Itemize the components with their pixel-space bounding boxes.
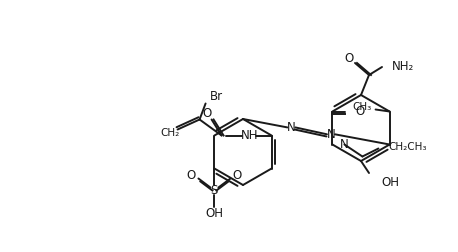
Text: CH₂: CH₂ <box>160 129 179 139</box>
Text: N: N <box>327 128 335 141</box>
Text: CH₂CH₃: CH₂CH₃ <box>388 142 427 151</box>
Text: S: S <box>211 184 218 197</box>
Text: Br: Br <box>210 90 223 103</box>
Text: N: N <box>339 138 348 151</box>
Text: O: O <box>233 169 242 182</box>
Text: O: O <box>355 105 365 118</box>
Text: NH₂: NH₂ <box>392 60 414 74</box>
Text: NH: NH <box>241 129 258 142</box>
Text: O: O <box>202 107 211 120</box>
Text: N: N <box>287 121 296 134</box>
Text: OH: OH <box>206 207 224 220</box>
Text: O: O <box>187 169 196 182</box>
Text: OH: OH <box>381 176 399 190</box>
Text: O: O <box>344 51 354 65</box>
Text: CH₃: CH₃ <box>352 103 371 112</box>
